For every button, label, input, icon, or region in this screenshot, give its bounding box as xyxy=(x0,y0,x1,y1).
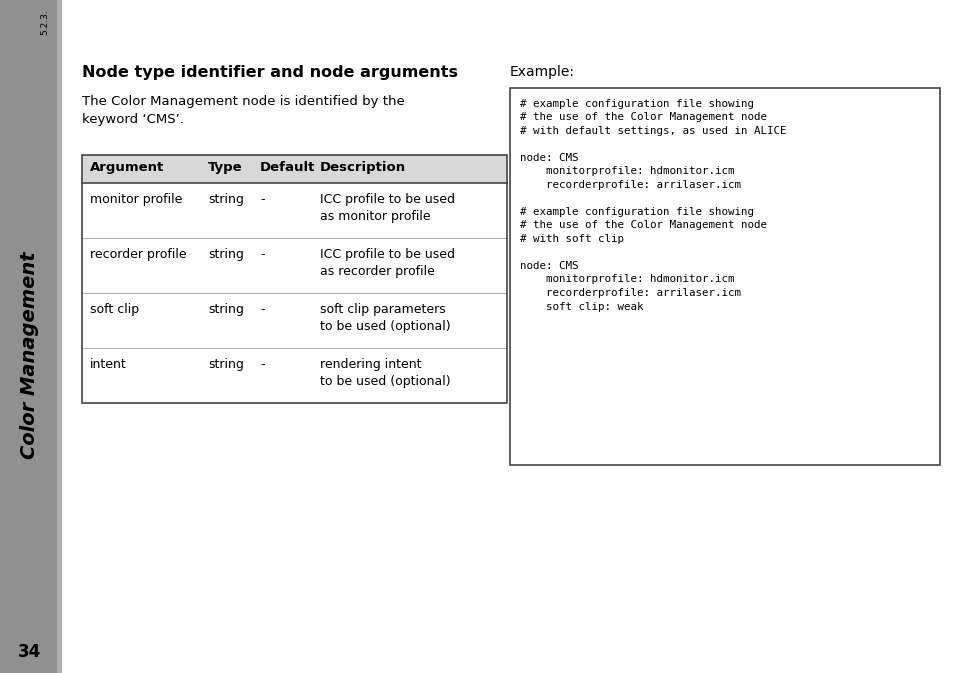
Text: Example:: Example: xyxy=(510,65,575,79)
Text: Node type identifier and node arguments: Node type identifier and node arguments xyxy=(82,65,457,80)
Text: string: string xyxy=(208,248,244,261)
Text: ICC profile to be used
as recorder profile: ICC profile to be used as recorder profi… xyxy=(319,248,455,278)
Text: soft clip: weak: soft clip: weak xyxy=(519,302,643,312)
Text: intent: intent xyxy=(90,358,127,371)
Text: Type: Type xyxy=(208,161,242,174)
Text: Description: Description xyxy=(319,161,406,174)
Text: string: string xyxy=(208,303,244,316)
Text: # the use of the Color Management node: # the use of the Color Management node xyxy=(519,112,766,122)
Text: # with soft clip: # with soft clip xyxy=(519,234,623,244)
Bar xyxy=(0,0,62,673)
Text: node: CMS: node: CMS xyxy=(519,153,578,163)
Text: monitor profile: monitor profile xyxy=(90,193,182,206)
Text: ICC profile to be used
as monitor profile: ICC profile to be used as monitor profil… xyxy=(319,193,455,223)
Text: -: - xyxy=(260,248,264,261)
Text: # with default settings, as used in ALICE: # with default settings, as used in ALIC… xyxy=(519,126,785,136)
Text: -: - xyxy=(260,303,264,316)
Bar xyxy=(82,155,506,403)
Text: 34: 34 xyxy=(17,643,41,661)
Text: 5.2.3.: 5.2.3. xyxy=(40,9,50,35)
Text: soft clip parameters
to be used (optional): soft clip parameters to be used (optiona… xyxy=(319,303,450,333)
Text: # example configuration file showing: # example configuration file showing xyxy=(519,99,753,109)
Text: # example configuration file showing: # example configuration file showing xyxy=(519,207,753,217)
Text: node: CMS: node: CMS xyxy=(519,261,578,271)
Text: recorderprofile: arrilaser.icm: recorderprofile: arrilaser.icm xyxy=(519,180,740,190)
Text: Argument: Argument xyxy=(90,161,164,174)
Text: -: - xyxy=(260,358,264,371)
Text: # the use of the Color Management node: # the use of the Color Management node xyxy=(519,221,766,230)
Bar xyxy=(82,155,506,183)
Text: The Color Management node is identified by the
keyword ‘CMS’.: The Color Management node is identified … xyxy=(82,95,404,126)
Text: soft clip: soft clip xyxy=(90,303,139,316)
Text: recorderprofile: arrilaser.icm: recorderprofile: arrilaser.icm xyxy=(519,288,740,298)
Bar xyxy=(510,88,939,465)
Text: recorder profile: recorder profile xyxy=(90,248,187,261)
Text: monitorprofile: hdmonitor.icm: monitorprofile: hdmonitor.icm xyxy=(519,166,734,176)
Text: Color Management: Color Management xyxy=(20,251,39,459)
Bar xyxy=(57,0,62,673)
Text: monitorprofile: hdmonitor.icm: monitorprofile: hdmonitor.icm xyxy=(519,275,734,285)
Text: Default: Default xyxy=(260,161,315,174)
Text: -: - xyxy=(260,193,264,206)
Text: string: string xyxy=(208,193,244,206)
Text: rendering intent
to be used (optional): rendering intent to be used (optional) xyxy=(319,358,450,388)
Text: string: string xyxy=(208,358,244,371)
